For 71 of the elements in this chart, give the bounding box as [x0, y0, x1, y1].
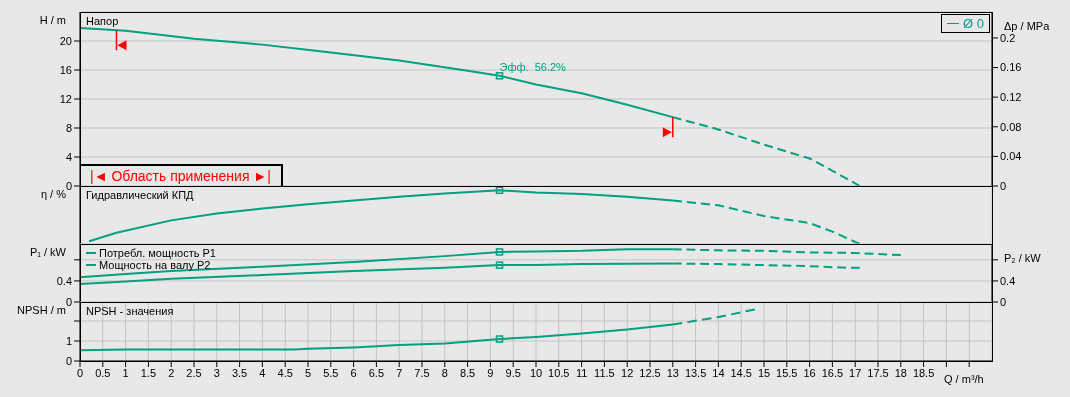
x-tick-label: 10	[529, 366, 543, 379]
x-tick-label: 17	[849, 366, 862, 379]
x-tick-label: 8	[441, 366, 448, 379]
x-axis-title: Q / m³/h	[944, 373, 984, 385]
x-tick-label: 6	[350, 366, 357, 379]
x-tick-label: 0.5	[95, 366, 111, 379]
y-axis-title: NPSH / m	[17, 304, 66, 316]
y-tick-label: 20	[59, 34, 72, 47]
x-tick-label: 4	[259, 366, 266, 379]
x-tick-label: 16.5	[821, 366, 844, 379]
y2-tick-label: 0.2	[1000, 31, 1016, 44]
y-tick-label: 0	[65, 295, 72, 308]
y2-tick-label: 0	[1000, 179, 1007, 192]
x-tick-label: 4.5	[277, 366, 293, 379]
annotation: |◄ Область применения ►|	[80, 164, 283, 186]
x-tick-label: 12.5	[639, 366, 661, 379]
x-tick-label: 10.5	[548, 366, 570, 379]
y-tick-label: 0.4	[56, 274, 72, 287]
y-axis-title: H / m	[39, 14, 66, 26]
x-tick-label: 1.5	[140, 366, 157, 379]
x-tick-label: 14	[712, 366, 725, 379]
y2-tick-label: 0.04	[1000, 150, 1022, 163]
x-tick-label: 1	[122, 366, 129, 379]
x-tick-label: 7.5	[414, 366, 430, 379]
x-tick-label: 9	[487, 366, 494, 379]
x-tick-label: 2	[168, 366, 175, 379]
x-tick-label: 5	[304, 366, 312, 379]
y-tick-label: 0	[65, 354, 72, 367]
x-tick-label: 15	[757, 366, 771, 379]
y2-tick-label: 0.08	[1000, 120, 1022, 133]
x-tick-label: 5.5	[323, 366, 339, 379]
y-tick-label: 1	[65, 334, 72, 347]
x-tick-label: 3.5	[231, 366, 248, 379]
y-axis-title: η / %	[40, 188, 66, 200]
y-tick-label: 0	[65, 179, 72, 192]
y-tick-label: 4	[65, 150, 72, 163]
y2-axis-title: P₂ / kW	[1004, 252, 1041, 264]
chart-title: NPSH - значения	[86, 305, 174, 317]
legend-label: Потребл. мощность P1	[99, 247, 216, 259]
x-tick-label: 7	[396, 366, 403, 379]
y2-axis-title: Δp / MPa	[1004, 20, 1050, 32]
y-axis-title: P₁ / kW	[29, 246, 66, 258]
y-tick-label: 12	[59, 92, 72, 105]
x-tick-label: 8.5	[459, 366, 476, 379]
x-tick-label: 18	[894, 366, 907, 379]
x-tick-label: 13.5	[684, 366, 707, 379]
x-tick-label: 18.5	[912, 366, 935, 379]
y2-tick-label: 0.4	[1000, 274, 1016, 287]
x-tick-label: 12	[621, 366, 634, 379]
x-tick-label: 2.5	[186, 366, 202, 379]
legend-label: Ø 0	[963, 16, 984, 31]
y2-tick-label: 0	[1000, 295, 1007, 308]
chart-title: Напор	[86, 15, 119, 27]
x-tick-label: 9.5	[505, 366, 521, 379]
y-tick-label: 8	[65, 121, 72, 134]
chart-title: Гидравлический КПД	[86, 189, 194, 201]
x-tick-label: 6.5	[368, 366, 385, 379]
x-tick-label: 0	[76, 366, 84, 379]
x-tick-label: 16	[803, 366, 816, 379]
x-tick-label: 15.5	[776, 366, 798, 379]
x-tick-label: 11	[575, 366, 588, 379]
y2-tick-label: 0.16	[1000, 61, 1022, 74]
annotation: Эфф. 56.2%	[499, 60, 566, 73]
x-tick-label: 14.5	[730, 366, 752, 379]
x-tick-label: 3	[213, 366, 220, 379]
legend-label: Мощность на валу P2	[99, 259, 211, 271]
y-tick-label: 16	[59, 63, 72, 76]
x-tick-label: 11.5	[594, 366, 615, 379]
x-tick-label: 13	[666, 366, 679, 379]
y2-tick-label: 0.12	[1000, 91, 1022, 104]
x-tick-label: 17.5	[867, 366, 889, 379]
